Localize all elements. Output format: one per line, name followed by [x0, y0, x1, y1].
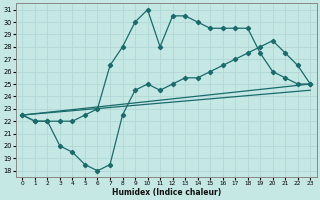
X-axis label: Humidex (Indice chaleur): Humidex (Indice chaleur)	[112, 188, 221, 197]
